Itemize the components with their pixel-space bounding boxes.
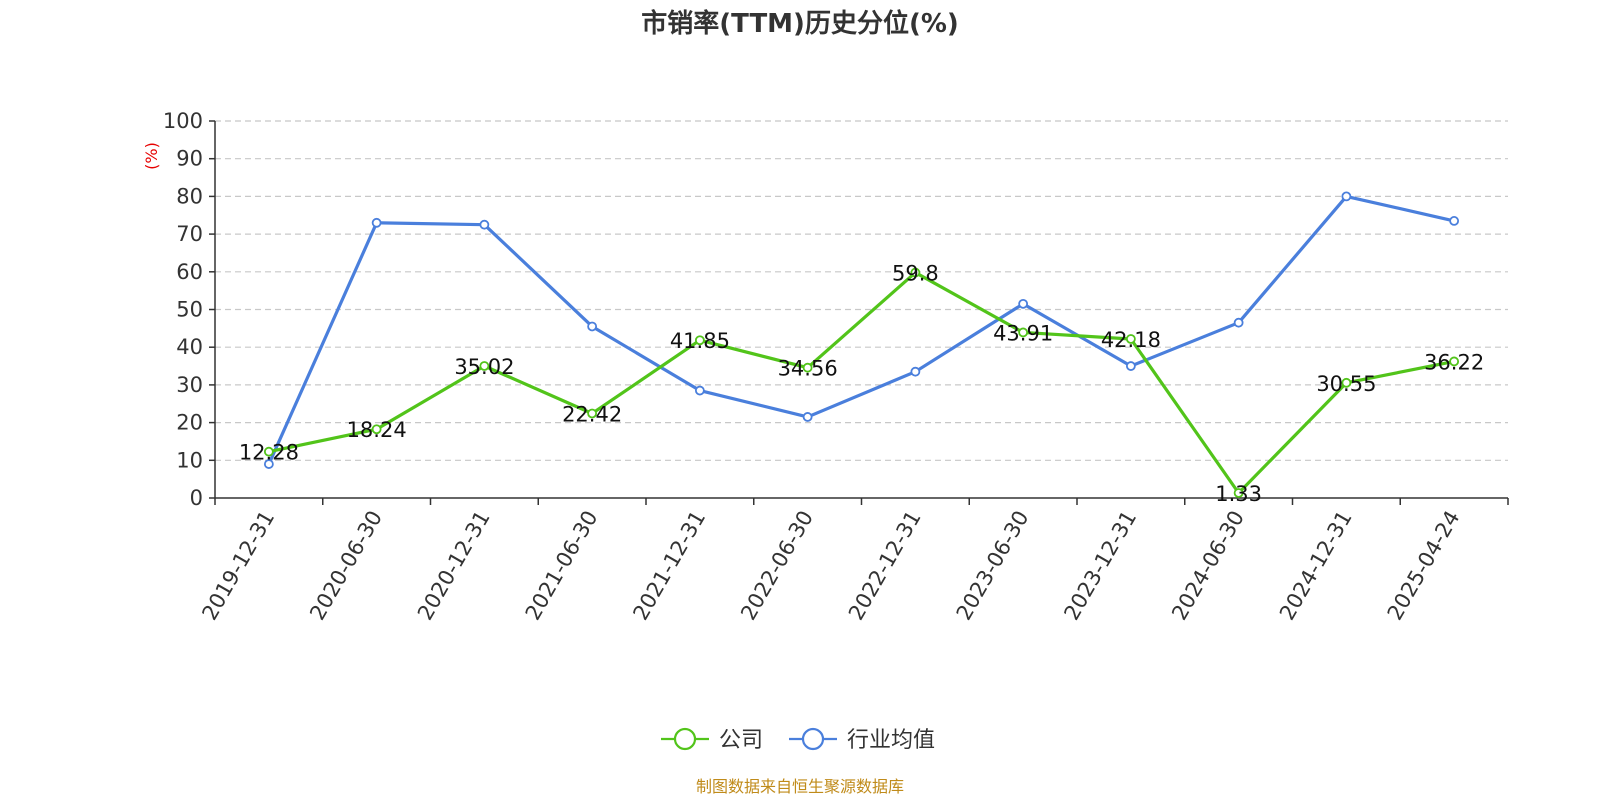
data-point[interactable]	[371, 424, 382, 435]
legend-item-0[interactable]: 公司	[661, 727, 763, 753]
x-tick-label: 2025-04-24	[1383, 507, 1465, 625]
series-line-0	[268, 270, 1455, 495]
data-point[interactable]	[587, 321, 598, 332]
y-tick-label: 100	[163, 109, 203, 133]
chart-title: 市销率(TTM)历史分位(%)	[641, 8, 959, 39]
x-tick-label: 2022-06-30	[736, 507, 818, 625]
y-tick-label: 60	[176, 260, 203, 284]
source-note: 制图数据来自恒生聚源数据库	[696, 777, 904, 796]
grid-lines	[215, 120, 1508, 461]
data-point[interactable]	[910, 366, 921, 377]
y-tick-label: 20	[176, 411, 203, 435]
data-label: 30.55	[1316, 372, 1376, 396]
data-label: 35.02	[454, 355, 514, 379]
data-point[interactable]	[802, 412, 813, 422]
data-point[interactable]	[587, 408, 598, 419]
y-tick-label: 50	[176, 298, 203, 322]
x-tick-label: 2020-12-31	[413, 507, 495, 625]
data-point[interactable]	[1233, 488, 1244, 498]
y-tick-label: 30	[176, 373, 203, 397]
data-label: 59.8	[892, 262, 939, 286]
data-point[interactable]	[1125, 334, 1136, 344]
y-tick-label: 70	[176, 222, 203, 246]
legend-label: 公司	[719, 728, 763, 753]
x-tick-label: 2019-12-31	[197, 507, 279, 625]
data-label: 42.18	[1101, 328, 1161, 352]
legend-marker	[801, 727, 825, 751]
y-tick-label: 90	[176, 147, 203, 171]
legend-item-1[interactable]: 行业均值	[789, 727, 935, 753]
data-point[interactable]	[263, 446, 274, 457]
data-point[interactable]	[1018, 298, 1029, 309]
x-tick-label: 2021-06-30	[521, 507, 603, 625]
data-label: 1.33	[1215, 482, 1262, 506]
data-point[interactable]	[263, 459, 274, 469]
data-point[interactable]	[371, 217, 382, 228]
legend-marker	[673, 727, 697, 751]
x-tick-label: 2023-06-30	[952, 507, 1034, 625]
y-tick-label: 0	[190, 486, 203, 510]
x-tick-label: 2021-12-31	[628, 507, 710, 625]
data-point[interactable]	[802, 362, 813, 373]
y-tick-label: 80	[176, 184, 203, 208]
data-label: 18.24	[347, 418, 407, 442]
data-point[interactable]	[479, 219, 490, 230]
y-tick-label: 40	[176, 335, 203, 359]
data-point[interactable]	[694, 385, 705, 396]
y-tick-label: 10	[176, 448, 203, 472]
series-lines	[263, 191, 1460, 498]
data-label: 34.56	[778, 357, 838, 381]
series-line-1	[267, 194, 1455, 465]
data-point[interactable]	[1018, 327, 1029, 338]
data-point[interactable]	[1449, 216, 1460, 226]
y-axis-label: (%)	[142, 142, 161, 170]
data-label: 36.22	[1424, 350, 1484, 374]
data-point[interactable]	[910, 267, 921, 278]
data-point[interactable]	[1341, 377, 1352, 388]
legend-label: 行业均值	[847, 728, 935, 753]
data-point[interactable]	[694, 335, 705, 346]
data-labels: 12.28 18.24 35.02 22.42 41.85 34.56 59.8 43.91 4…	[239, 262, 1484, 506]
data-label: 22.42	[562, 402, 622, 426]
data-point[interactable]	[1341, 191, 1352, 202]
x-tick-label: 2024-06-30	[1167, 507, 1249, 625]
x-tick-label: 2024-12-31	[1275, 507, 1357, 625]
data-label: 12.28	[239, 441, 299, 465]
data-label: 43.91	[993, 321, 1053, 345]
data-point[interactable]	[1449, 356, 1460, 367]
data-point[interactable]	[1233, 317, 1244, 328]
x-tick-label: 2023-12-31	[1059, 507, 1141, 625]
x-tick-label: 2020-06-30	[305, 507, 387, 625]
data-point[interactable]	[479, 361, 490, 371]
legend[interactable]: 公司 行业均值	[661, 727, 935, 753]
x-tick-label: 2022-12-31	[844, 507, 926, 625]
data-point[interactable]	[1125, 361, 1136, 371]
data-label: 41.85	[670, 329, 730, 353]
